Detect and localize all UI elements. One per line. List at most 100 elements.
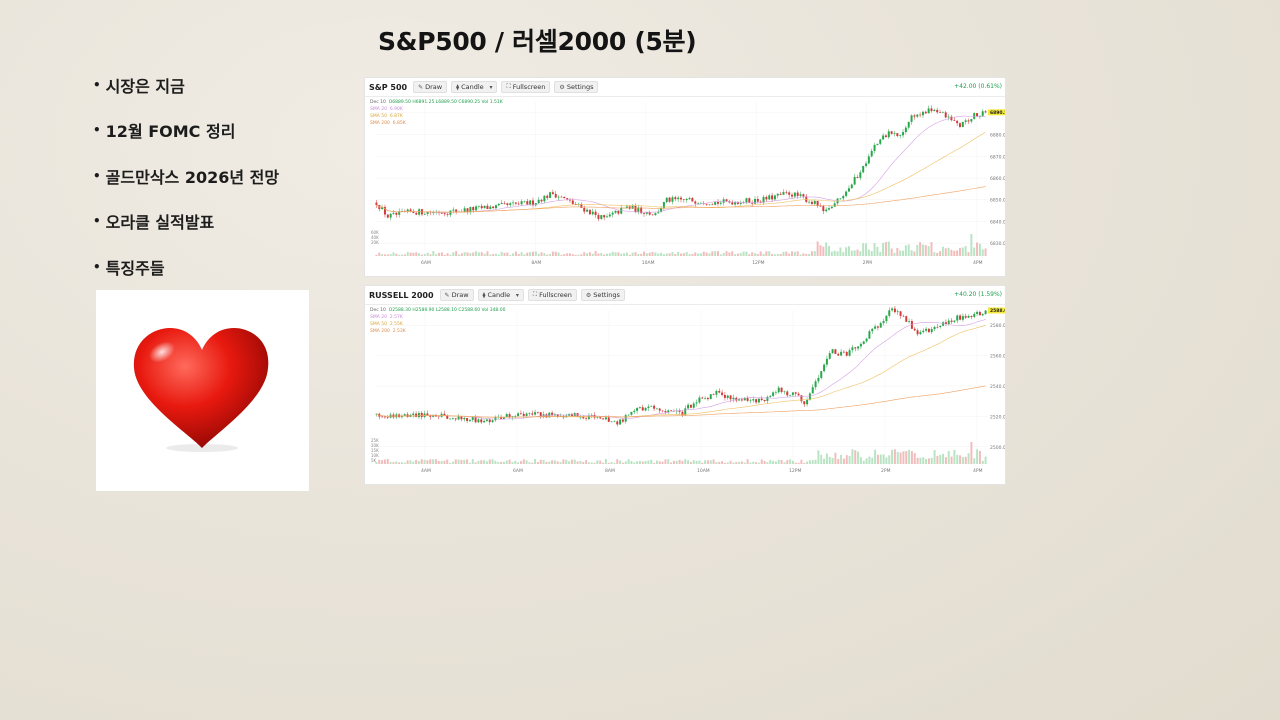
volume-bar [887,241,890,256]
candle-body [757,398,760,403]
fullscreen-button[interactable]: ⛶ Fullscreen [527,289,577,301]
candle-body [913,115,916,117]
settings-button[interactable]: ⚙ Settings [580,289,625,301]
candle-body [549,192,552,198]
volume-bar [823,458,826,464]
volume-bar [742,251,745,256]
volume-bar [400,462,403,464]
sp500-plot[interactable]: 6890.006880.006870.006860.006850.006840.… [365,96,1005,276]
volume-bar [876,454,879,464]
volume-bar [619,460,622,464]
volume-bar [587,462,590,464]
volume-bar [392,462,395,464]
candle-body [899,135,902,137]
volume-bar [426,252,429,256]
volume-bar [687,460,690,464]
volume-bar [721,461,724,464]
volume-bar [850,250,853,256]
volume-bar [617,252,620,256]
volume-bar [511,461,514,464]
volume-bar [748,254,751,256]
candle-body [415,413,418,418]
candle-body [746,397,749,401]
candle-body [854,347,857,349]
candle-body [446,415,449,419]
candle-body [734,202,737,205]
volume-bar [751,252,754,256]
candle-body [944,112,947,118]
volume-bar [808,253,811,256]
volume-bar [956,250,959,256]
candle-body [893,308,896,313]
candle-body [613,421,616,423]
volume-bar [876,246,879,256]
candle-body [512,202,515,204]
candle-body [486,205,489,209]
volume-bar [833,250,836,256]
candle-body [933,109,936,112]
volume-bar [927,246,930,256]
candle-body [644,408,647,411]
x-tick-label: 8AM [531,260,541,266]
volume-bar [865,458,868,464]
fullscreen-button[interactable]: ⛶ Fullscreen [501,81,551,93]
volume-bar [386,254,389,256]
candle-body [896,133,899,137]
draw-button[interactable]: ✎ Draw [439,289,474,301]
volume-bar [610,462,613,464]
candle-body [648,212,651,215]
volume-bar [674,253,677,256]
volume-bar [765,251,768,256]
x-tick-label: 10AM [642,260,655,266]
russell2000-plot[interactable]: 2580.00 2560.00 2540.00 2520.00 2500.00 4AM 6A… [365,304,1005,484]
candle-body [574,203,577,205]
candle-body [936,326,939,328]
candle-body [813,200,816,204]
volume-bar [740,461,743,464]
candle-body [739,203,742,204]
candle-body [614,210,617,213]
candle-body [423,413,426,417]
volume-bar [961,457,964,464]
candle-body [563,196,566,199]
settings-button[interactable]: ⚙ Settings [554,81,599,93]
candle-body [566,198,569,200]
volume-bar [791,460,794,464]
draw-button[interactable]: ✎ Draw [413,81,448,93]
expand-icon: ⛶ [532,291,538,298]
volume-bar [383,459,386,464]
candle-body [870,150,873,157]
candle-body [791,392,794,395]
candle-dropdown[interactable]: ⧫ Candle ▾ [477,289,524,301]
candle-body [953,120,956,121]
sma-line [376,186,986,213]
volume-bar [706,460,709,464]
volume-bar [908,449,911,464]
volume-bar [497,462,500,464]
candle-body [976,113,979,117]
volume-bar [599,460,602,464]
candle-dropdown[interactable]: ⧫ Candle ▾ [451,81,498,93]
volume-bar [871,457,874,464]
candle-body [711,204,714,206]
volume-bar [800,459,803,464]
volume-bar [981,249,984,256]
volume-bar [921,244,924,256]
expand-icon: ⛶ [506,83,511,90]
volume-bar [836,251,839,256]
volume-tick-label: 15K [371,448,379,453]
volume-bar [585,460,588,464]
volume-bar [839,247,842,256]
candle-body [531,413,534,415]
candle-body [692,403,695,408]
candle-body [591,211,594,215]
volume-bar [486,251,489,256]
candle-body [386,214,389,218]
volume-bar [611,251,614,256]
volume-bar [734,254,737,256]
volume-bar [607,462,610,464]
candle-body [773,195,776,200]
volume-bar [395,461,398,464]
volume-bar [463,252,466,256]
volume-bar [529,252,532,256]
